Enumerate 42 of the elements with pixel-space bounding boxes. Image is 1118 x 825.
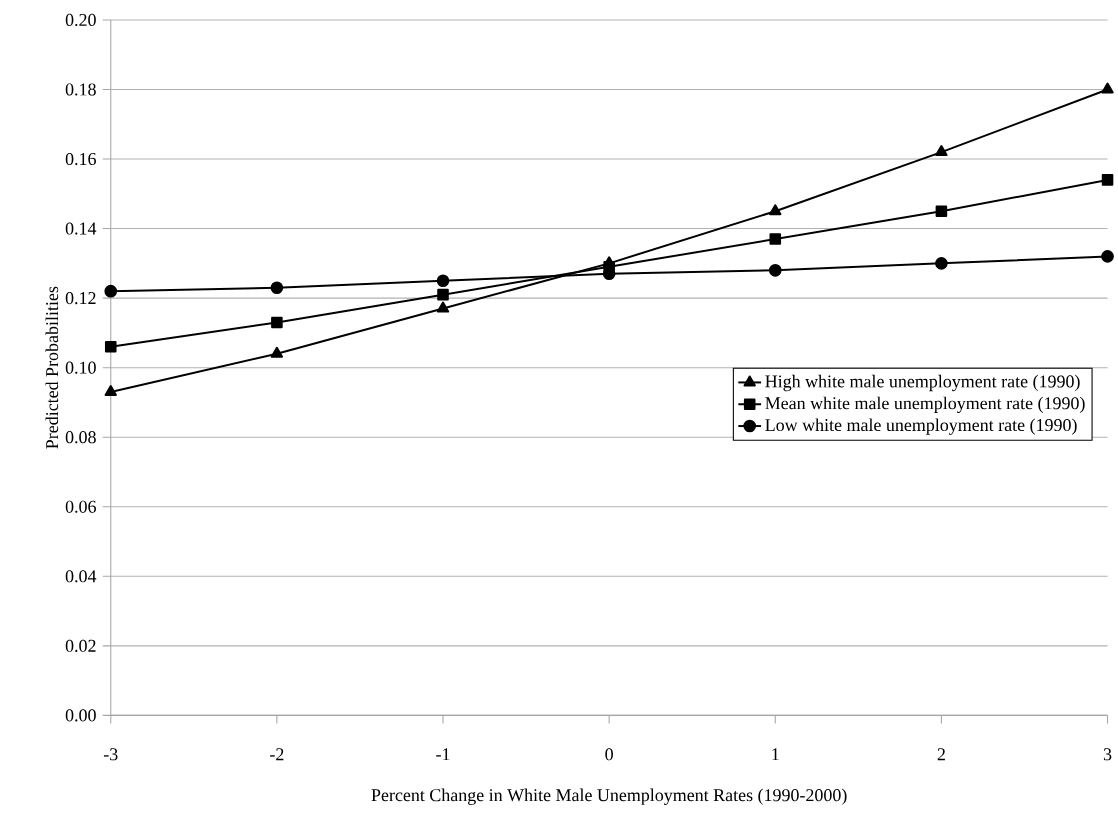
point (1101, 82, 1114, 94)
x-tick-label: 1 (772, 748, 779, 761)
y-tick-label: 0.02 (65, 639, 96, 652)
legend-label: High white male unemployment rate (1990) (765, 374, 1080, 392)
x-tick-label: 2 (937, 748, 945, 761)
y-tick-label: 0.08 (65, 431, 96, 444)
y-tick-label: 0.06 (65, 500, 96, 513)
point (436, 274, 450, 287)
x-tick-label: -3 (103, 748, 118, 761)
point (271, 316, 283, 329)
point (602, 256, 616, 268)
x-tick-label: 0 (605, 748, 613, 761)
point (1101, 174, 1114, 186)
point (270, 281, 284, 294)
y-tick-label: 0.12 (65, 291, 96, 305)
legend-label: Mean white male unemployment rate (1990) (765, 396, 1085, 413)
x-tick-label: 3 (1103, 748, 1112, 761)
point (104, 384, 117, 396)
point (769, 233, 782, 245)
point (270, 346, 284, 358)
point (104, 284, 118, 298)
x-tick-label: -2 (270, 748, 284, 761)
x-axis-title: Percent Change in White Male Unemployment Rates (1990-2000) (371, 788, 847, 805)
point (437, 288, 449, 301)
y-tick-label: 0.18 (65, 83, 96, 96)
y-tick-label: 0.16 (65, 152, 96, 166)
point (768, 263, 782, 277)
legend-label: Low white male unemployment rate (1990) (765, 418, 1077, 435)
y-tick-label: 0.10 (65, 361, 96, 374)
point (1101, 250, 1114, 263)
y-tick-label: 0.00 (65, 709, 96, 722)
point (935, 145, 948, 156)
x-tick-label: -1 (436, 748, 450, 761)
point (436, 301, 450, 313)
point (104, 340, 117, 353)
y-tick-label: 0.04 (65, 570, 97, 583)
y-axis-title: Predicted Probabilities (45, 286, 59, 449)
point (935, 256, 948, 270)
point (935, 205, 948, 217)
point (769, 204, 782, 216)
y-tick-label: 0.20 (65, 13, 96, 26)
y-tick-label: 0.14 (65, 222, 97, 235)
